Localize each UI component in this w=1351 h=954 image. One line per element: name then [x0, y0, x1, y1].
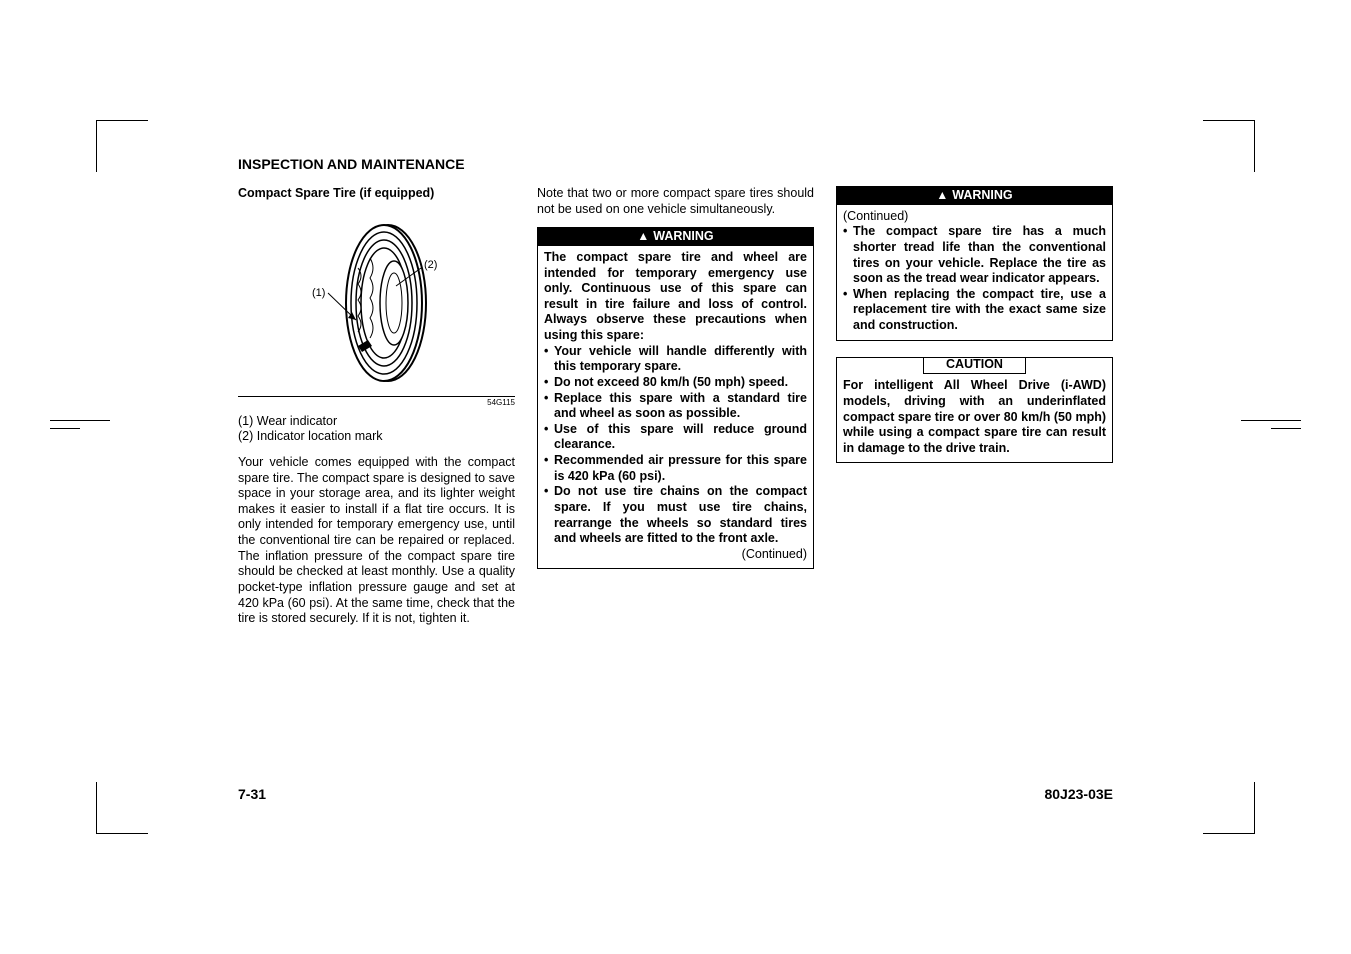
figure-label-1: (1)	[312, 287, 325, 299]
continued-label: (Continued)	[544, 547, 807, 563]
caution-box: CAUTION For intelligent All Wheel Drive …	[836, 357, 1113, 464]
tire-figure: (1) (2)	[238, 208, 515, 394]
warning-list: Your vehicle will handle differently wit…	[544, 344, 807, 547]
warning-box: ▲ WARNING The compact spare tire and whee…	[537, 227, 814, 569]
warning-title: WARNING	[653, 229, 713, 243]
warning-header: ▲ WARNING	[837, 187, 1112, 205]
warning-item: Do not exceed 80 km/h (50 mph) speed.	[544, 375, 807, 391]
figure-legend: (1) Wear indicator (2) Indicator locatio…	[238, 414, 515, 445]
compact-spare-heading: Compact Spare Tire (if equipped)	[238, 186, 515, 202]
warning-icon: ▲	[637, 229, 649, 243]
crop-mark	[1203, 782, 1255, 834]
page-number-right: 80J23-03E	[1044, 786, 1113, 802]
warning-body: The compact spare tire and wheel are int…	[538, 246, 813, 569]
warning-item: Replace this spare with a standard tire …	[544, 391, 807, 422]
warning-icon: ▲	[936, 188, 948, 202]
page-content: INSPECTION AND MAINTENANCE Compact Spare…	[238, 156, 1114, 627]
warning-item: Your vehicle will handle differently wit…	[544, 344, 807, 375]
body-paragraph: Your vehicle comes equipped with the com…	[238, 455, 515, 627]
crop-tick	[1241, 420, 1301, 421]
warning-lead: The compact spare tire and wheel are int…	[544, 250, 807, 344]
crop-mark	[96, 120, 148, 172]
column-2: Note that two or more compact spare tire…	[537, 186, 814, 627]
crop-tick	[50, 420, 110, 421]
legend-item: (1) Wear indicator	[238, 414, 515, 430]
column-3: ▲ WARNING (Continued) The compact spare t…	[836, 186, 1113, 627]
legend-item: (2) Indicator location mark	[238, 429, 515, 445]
body-paragraph: Note that two or more compact spare tire…	[537, 186, 814, 217]
section-title: INSPECTION AND MAINTENANCE	[238, 156, 1114, 172]
caution-body: For intelligent All Wheel Drive (i-AWD) …	[837, 374, 1112, 462]
caution-header: CAUTION	[837, 357, 1112, 375]
continued-label: (Continued)	[843, 209, 1106, 225]
warning-box: ▲ WARNING (Continued) The compact spare t…	[836, 186, 1113, 341]
warning-header: ▲ WARNING	[538, 228, 813, 246]
column-layout: Compact Spare Tire (if equipped)	[238, 186, 1114, 627]
page-number-left: 7-31	[238, 786, 266, 802]
warning-title: WARNING	[952, 188, 1012, 202]
figure-label-2: (2)	[424, 259, 437, 271]
caution-title: CAUTION	[923, 357, 1026, 375]
crop-mark	[1203, 120, 1255, 172]
warning-item: Recommended air pressure for this spare …	[544, 453, 807, 484]
crop-mark	[96, 782, 148, 834]
warning-item: Use of this spare will reduce ground cle…	[544, 422, 807, 453]
figure-code: 54G115	[238, 396, 515, 408]
warning-item: When replacing the compact tire, use a r…	[843, 287, 1106, 334]
warning-item: Do not use tire chains on the compact sp…	[544, 484, 807, 547]
warning-body: (Continued) The compact spare tire has a…	[837, 205, 1112, 340]
column-1: Compact Spare Tire (if equipped)	[238, 186, 515, 627]
warning-list: The compact spare tire has a much shorte…	[843, 224, 1106, 333]
warning-item: The compact spare tire has a much shorte…	[843, 224, 1106, 287]
